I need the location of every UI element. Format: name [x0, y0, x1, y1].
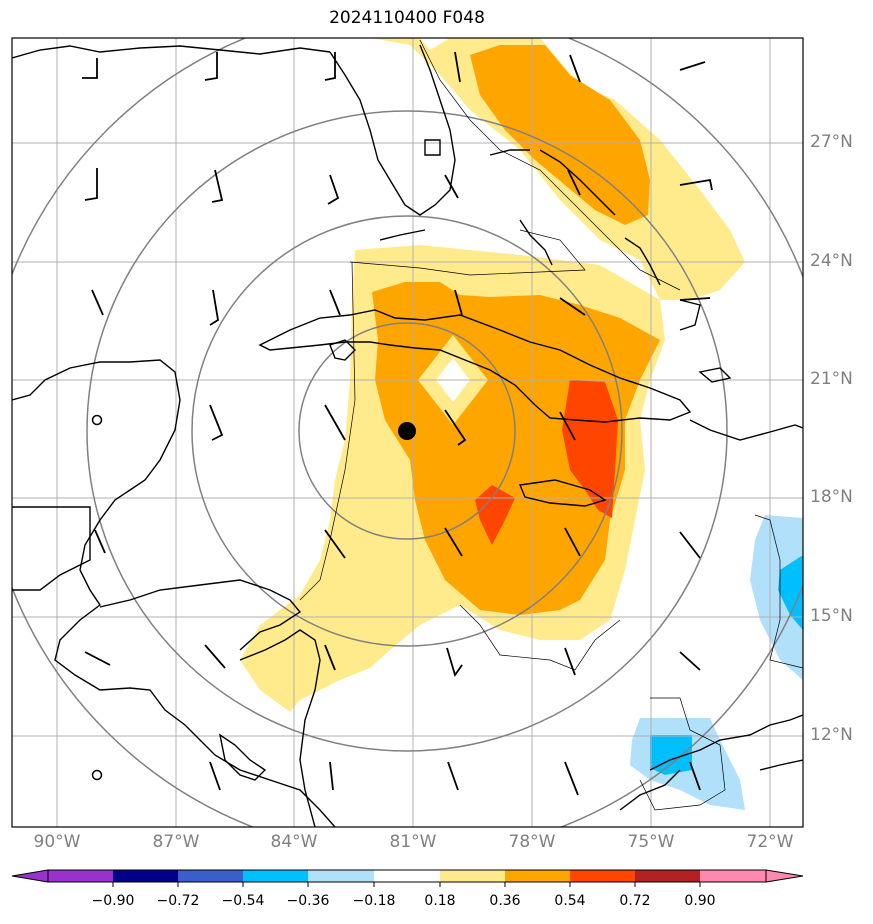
- calm-wind-marker: [91, 769, 103, 781]
- lon-label: 75°W: [627, 832, 675, 852]
- lon-label: 72°W: [746, 832, 794, 852]
- lat-label: 12°N: [810, 725, 853, 745]
- wind-barbs: [82, 51, 713, 796]
- colorbar-tick-label: 0.54: [554, 893, 586, 909]
- lon-label: 90°W: [33, 832, 81, 852]
- plot-frame: [11, 37, 804, 828]
- shade-cyan-east: [778, 555, 803, 630]
- lat-label: 18°N: [810, 487, 853, 507]
- coastlines: [12, 44, 803, 827]
- contour-lines: [299, 39, 803, 811]
- lon-label: 78°W: [508, 832, 556, 852]
- map-title: 2024110400 F048: [329, 8, 485, 28]
- colorbar-tick-label: −0.90: [91, 893, 135, 909]
- colorbar-tick-label: 0.36: [489, 893, 521, 909]
- lon-label: 87°W: [152, 832, 200, 852]
- storm-center-marker: [398, 422, 416, 440]
- colorbar-tick-label: −0.36: [286, 893, 330, 909]
- lat-label: 27°N: [810, 132, 853, 152]
- colorbar-tick-label: 0.18: [424, 893, 456, 909]
- shade-red-south: [475, 485, 515, 545]
- colorbar-tick-label: −0.18: [352, 893, 396, 909]
- lon-label: 84°W: [270, 832, 318, 852]
- colorbar-tick-label: −0.54: [221, 893, 265, 909]
- colorbar: [11, 869, 804, 887]
- lat-label: 15°N: [810, 606, 853, 626]
- lat-label: 21°N: [810, 369, 853, 389]
- shade-lightblue-east: [750, 515, 803, 680]
- lat-label: 24°N: [810, 251, 853, 271]
- colorbar-tick-label: −0.72: [156, 893, 200, 909]
- calm-wind-marker: [91, 414, 103, 426]
- colorbar-tick-label: 0.90: [684, 893, 716, 909]
- shade-red-east: [562, 380, 618, 518]
- range-rings: [12, 38, 803, 827]
- colorbar-tick-label: 0.72: [619, 893, 651, 909]
- lon-label: 81°W: [389, 832, 437, 852]
